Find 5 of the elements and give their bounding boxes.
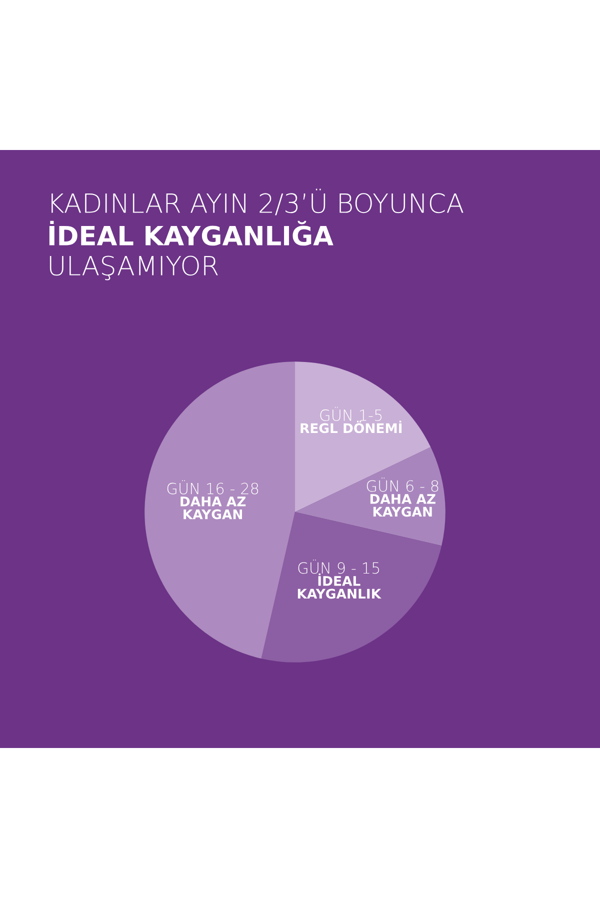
chart-title: KADINLAR AYIN 2/3’Ü BOYUNCA İDEAL KAYGANLIĞA ULAŞAMIYOR <box>49 188 464 280</box>
slice-label: GÜN 6 - 8 DAHA AZ KAYGAN <box>366 478 438 517</box>
slice-label: GÜN 9 - 15 İDEAL KAYGANLIK <box>298 560 382 599</box>
slice-label: GÜN 16 - 28 DAHA AZ KAYGAN <box>167 480 258 520</box>
slice-label: GÜN 1-5 REGL DÖNEMİ <box>300 406 402 434</box>
